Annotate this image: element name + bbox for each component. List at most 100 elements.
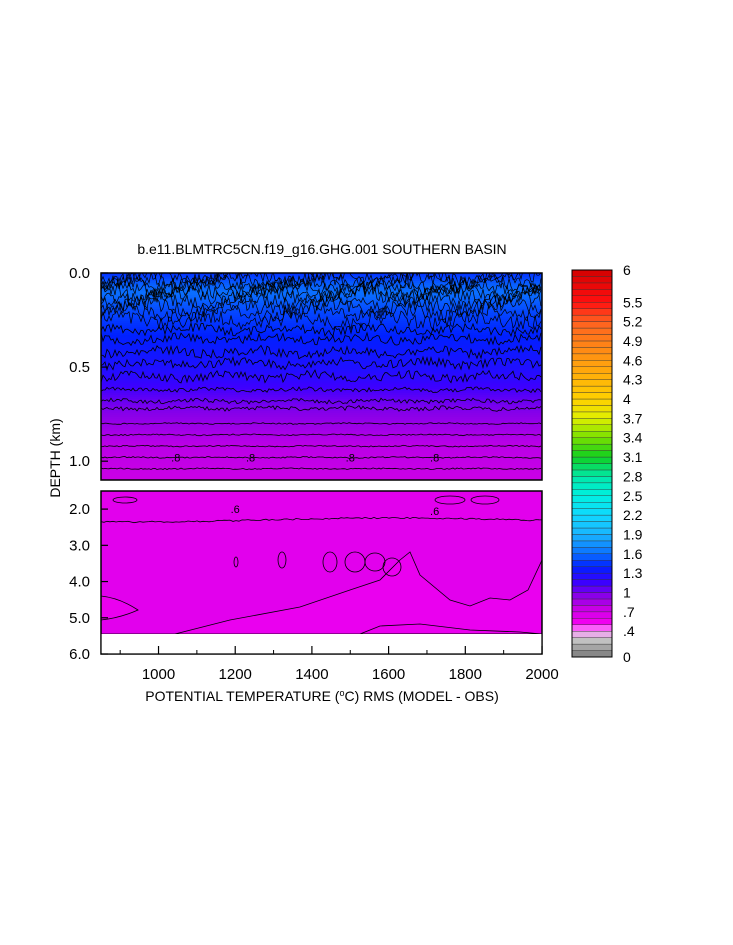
colorbar-tick-label: 1.6 — [623, 546, 643, 562]
colorbar-bin — [571, 392, 613, 400]
contour-line — [101, 301, 542, 324]
upper-field-band — [101, 347, 542, 350]
upper-field-band — [101, 337, 542, 340]
colorbar-bin — [571, 495, 613, 503]
upper-panel-frame — [100, 272, 543, 481]
colorbar-bin — [571, 579, 613, 587]
colorbar-bin — [571, 482, 613, 490]
upper-field-band — [101, 429, 542, 432]
upper-field-band — [101, 319, 542, 322]
colorbar-tick-label: 0 — [623, 649, 631, 665]
upper-field-band — [101, 443, 542, 446]
upper-field-band — [101, 379, 542, 382]
upper-field-band — [101, 341, 542, 344]
chart-title: b.e11.BLMTRC5CN.f19_g16.GHG.001 SOUTHERN… — [137, 241, 506, 257]
colorbar-bin — [571, 514, 613, 522]
colorbar-bin — [571, 340, 613, 348]
upper-field-band — [101, 317, 542, 320]
upper-field-band — [101, 303, 542, 306]
contour-line — [101, 355, 542, 372]
y-tick-label: 1.0 — [69, 453, 90, 470]
upper-field-band — [101, 415, 542, 418]
colorbar-bin — [571, 502, 613, 509]
upper-field-band — [101, 359, 542, 362]
contour-loop — [322, 551, 338, 573]
upper-field-band — [101, 409, 542, 412]
contour-label: .6 — [430, 506, 439, 518]
colorbar-tick-label: 2.2 — [623, 507, 643, 523]
colorbar-bin — [571, 560, 613, 567]
colorbar-bin — [571, 489, 613, 496]
upper-field-band — [101, 421, 542, 424]
upper-field-band — [101, 439, 542, 442]
y-axis-ticks: 0.0 0.5 1.0 2.0 3.0 4.0 5.0 6.0 — [69, 265, 108, 663]
upper-field-band — [101, 473, 542, 476]
upper-field-band — [101, 419, 542, 422]
upper-field-band — [101, 333, 542, 336]
upper-field-band — [101, 305, 542, 308]
colorbar-bin — [571, 534, 613, 542]
colorbar-tick-label: 4.6 — [623, 352, 643, 368]
upper-field-band — [101, 437, 542, 440]
contour-loop — [277, 551, 287, 569]
colorbar-tick-label: 3.1 — [623, 449, 643, 465]
contour-line — [101, 321, 542, 337]
upper-field-band — [101, 461, 542, 464]
upper-field-band — [101, 329, 542, 332]
upper-field-band — [101, 285, 542, 288]
y-axis-label: DEPTH (km) — [47, 418, 63, 497]
colorbar-tick-label: 5.2 — [623, 314, 643, 330]
colorbar-bin — [571, 321, 613, 329]
upper-field-band — [101, 465, 542, 468]
upper-field-band — [101, 327, 542, 330]
colorbar-bin — [571, 314, 613, 322]
contour-line — [101, 290, 542, 312]
upper-field-band — [101, 383, 542, 386]
upper-field-band — [101, 401, 542, 404]
contour-line — [101, 516, 542, 524]
contour-line — [101, 433, 542, 437]
upper-field-band — [101, 315, 542, 318]
upper-field-band — [101, 301, 542, 304]
upper-field-band — [101, 447, 542, 450]
upper-field-band — [101, 413, 542, 416]
contour-line — [101, 422, 542, 425]
upper-field-band — [101, 369, 542, 372]
upper-field-band — [101, 323, 542, 326]
colorbar-bin — [571, 308, 613, 316]
left-contour-region — [101, 595, 139, 621]
y-tick-label: 6.0 — [69, 646, 90, 663]
upper-field-band — [101, 371, 542, 374]
colorbar-bin — [571, 566, 613, 574]
upper-field-band — [101, 345, 542, 348]
colorbar-bin — [571, 411, 613, 419]
upper-field-band — [101, 405, 542, 408]
contour-loop — [470, 495, 500, 505]
colorbar-bin — [571, 282, 613, 290]
colorbar-bin — [571, 598, 613, 606]
lower-field: .6 .6 — [101, 491, 542, 634]
colorbar-tick-label: 5.5 — [623, 294, 643, 310]
upper-field-band — [101, 289, 542, 292]
upper-field-band — [101, 397, 542, 400]
colorbar-bin — [571, 385, 613, 393]
colorbar-bin — [571, 437, 613, 445]
upper-field-band — [101, 435, 542, 438]
colorbar-bin — [571, 424, 613, 432]
contour-label: .8 — [246, 452, 255, 464]
upper-field-band — [101, 287, 542, 290]
colorbar-tick-label: .4 — [623, 623, 635, 639]
colorbar-bin — [571, 553, 613, 561]
colorbar-tick-label: .7 — [623, 604, 635, 620]
colorbar-bin — [571, 456, 613, 464]
contour-line — [101, 444, 542, 448]
colorbar-bin — [571, 443, 613, 451]
colorbar-bin — [571, 302, 613, 309]
x-tick-label: 1000 — [142, 666, 175, 683]
colorbar-bin — [571, 463, 613, 471]
upper-field-band — [101, 403, 542, 406]
upper-field-band — [101, 367, 542, 370]
colorbar-bin — [571, 521, 613, 529]
y-tick-label: 4.0 — [69, 574, 90, 591]
